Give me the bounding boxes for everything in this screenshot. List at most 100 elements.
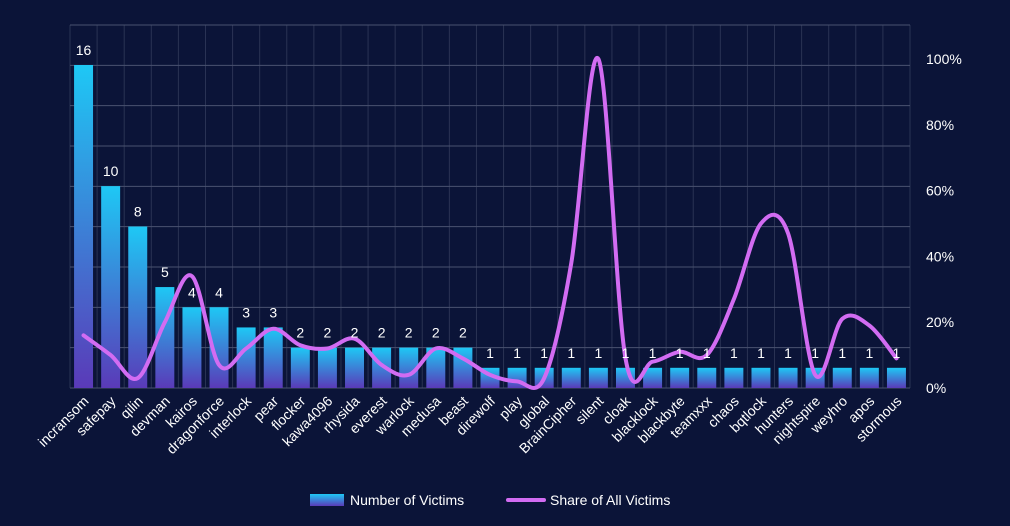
line-point-devman xyxy=(164,321,166,323)
bar-blacklock xyxy=(643,367,663,388)
bar-blackbyte xyxy=(670,367,690,388)
line-point-safepay xyxy=(110,354,112,356)
legend-bar-swatch xyxy=(310,494,344,506)
line-point-everest xyxy=(381,364,383,366)
bar-qilin xyxy=(128,226,148,388)
line-point-teamxxx xyxy=(706,354,708,356)
line-point-rhysida xyxy=(354,338,356,340)
line-point-cloak xyxy=(624,357,626,359)
line-point-warlock xyxy=(408,374,410,376)
bar-value-label: 3 xyxy=(242,304,250,320)
bar-flocker xyxy=(290,347,310,388)
bar-value-label: 1 xyxy=(567,345,575,361)
bar-warlock xyxy=(399,347,419,388)
line-point-blacklock xyxy=(652,361,654,363)
bar-value-label: 2 xyxy=(324,325,332,341)
bar-apos xyxy=(859,367,879,388)
bar-value-label: 5 xyxy=(161,264,169,280)
right-axis-tick: 20% xyxy=(926,314,954,330)
bar-bqtlock xyxy=(751,367,771,388)
bar-value-label: 1 xyxy=(811,345,819,361)
bar-series xyxy=(74,65,906,388)
bar-value-label: 2 xyxy=(378,325,386,341)
bar-value-label: 1 xyxy=(838,345,846,361)
line-point-nightspire xyxy=(814,374,816,376)
bar-value-label: 1 xyxy=(622,345,630,361)
right-axis-tick: 100% xyxy=(926,51,962,67)
bar-value-label: 1 xyxy=(865,345,873,361)
bar-value-label: 1 xyxy=(594,345,602,361)
bar-value-label: 10 xyxy=(103,163,119,179)
bar-everest xyxy=(372,347,392,388)
category-label: silent xyxy=(572,393,607,428)
line-series xyxy=(81,56,899,390)
bar-value-label: 2 xyxy=(351,325,359,341)
line-point-qilin xyxy=(137,377,139,379)
line-point-flocker xyxy=(299,344,301,346)
bar-kawa4096 xyxy=(317,347,337,388)
line-point-dragonforce xyxy=(218,364,220,366)
bar-value-label: 3 xyxy=(269,304,277,320)
line-point-interlock xyxy=(245,348,247,350)
line-point-chaos xyxy=(733,298,735,300)
line-point-BrainCipher xyxy=(570,262,572,264)
legend: Number of Victims Share of All Victims xyxy=(310,492,670,508)
bar-safepay xyxy=(101,186,121,388)
bar-rhysida xyxy=(345,347,364,388)
bar-value-label: 1 xyxy=(649,345,657,361)
line-point-weyhro xyxy=(841,318,843,320)
axis-labels: incransomsafepayqilindevmankairosdragonf… xyxy=(35,51,962,457)
bar-value-label: 1 xyxy=(730,345,738,361)
bar-teamxxx xyxy=(697,367,717,388)
bar-value-label: 8 xyxy=(134,204,142,220)
bar-value-label: 1 xyxy=(893,345,901,361)
right-axis-tick: 40% xyxy=(926,248,954,264)
line-point-kawa4096 xyxy=(326,348,328,350)
line-point-beast xyxy=(462,357,464,359)
bar-value-label: 2 xyxy=(459,325,467,341)
bar-silent xyxy=(588,367,608,388)
bar-medusa xyxy=(426,347,446,388)
legend-line-label: Share of All Victims xyxy=(550,492,670,508)
bar-value-label: 1 xyxy=(513,345,521,361)
bar-value-label: 1 xyxy=(784,345,792,361)
bar-chaos xyxy=(724,367,744,388)
bar-value-label: 1 xyxy=(703,345,711,361)
line-point-incransom xyxy=(83,334,85,336)
bar-stormous xyxy=(886,367,906,388)
line-point-silent xyxy=(597,58,599,60)
bar-pear xyxy=(263,327,283,388)
bar-weyhro xyxy=(832,367,852,388)
bar-value-label: 1 xyxy=(676,345,684,361)
bar-value-label: 4 xyxy=(188,284,196,300)
line-point-medusa xyxy=(435,348,437,350)
bar-hunters xyxy=(778,367,798,388)
bar-value-label: 2 xyxy=(296,325,304,341)
bar-BrainCipher xyxy=(561,367,581,388)
line-point-bqtlock xyxy=(760,223,762,224)
line-point-play xyxy=(516,380,518,382)
bar-incransom xyxy=(74,65,94,388)
legend-bar-label: Number of Victims xyxy=(350,492,464,508)
line-point-global xyxy=(543,377,545,379)
line-point-direwolf xyxy=(489,374,491,376)
bar-value-label: 1 xyxy=(486,345,494,361)
line-point-hunters xyxy=(787,232,789,234)
bar-value-label: 4 xyxy=(215,284,223,300)
line-point-pear xyxy=(272,328,274,330)
right-axis-tick: 60% xyxy=(926,183,954,199)
bar-value-label: 1 xyxy=(540,345,548,361)
grid-lines xyxy=(69,24,911,389)
line-point-stormous xyxy=(895,357,897,359)
bar-value-label: 2 xyxy=(432,325,440,341)
bar-value-label: 16 xyxy=(76,42,92,58)
bar-kairos xyxy=(182,307,202,388)
data-labels: 16 10 8 5 4 4 3 3 2 2 2 2 2 2 2 1 1 1 1 1 1 1 1 1 1 1 1 1 1 1 1 xyxy=(76,42,901,361)
right-axis-tick: 80% xyxy=(926,117,954,133)
line-point-blackbyte xyxy=(679,351,681,353)
line-point-kairos xyxy=(191,275,193,277)
right-axis-tick: 0% xyxy=(926,380,946,396)
bar-value-label: 2 xyxy=(405,325,413,341)
